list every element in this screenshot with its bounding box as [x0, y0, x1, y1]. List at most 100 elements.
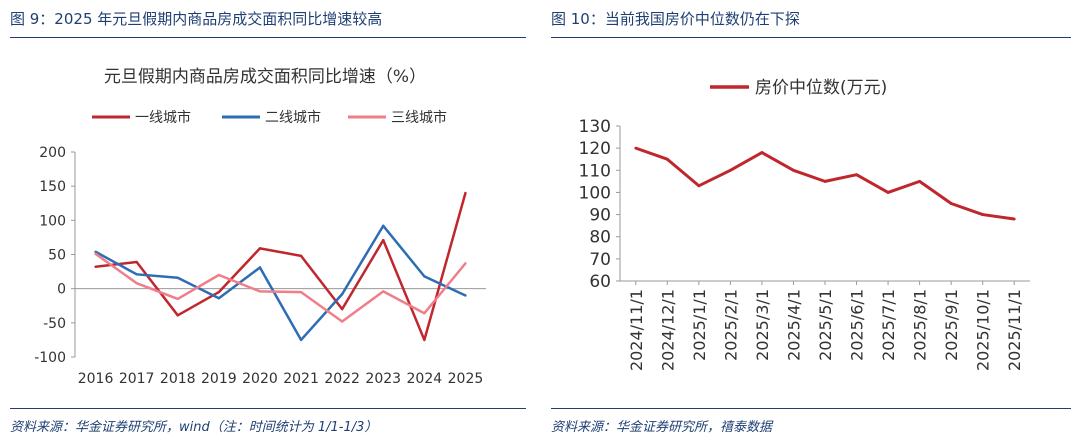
right-data-point: [886, 191, 890, 194]
right-y-tick-label: 90: [589, 206, 611, 226]
left-x-axis: 2016 2017 2018 2019 2020 2021 2022 2023 2024 2025: [75, 288, 486, 387]
right-x-tick-label: 2025/3/1: [753, 289, 772, 361]
left-chart: 元旦假期内商品房成交面积同比增速（%） 一线城市 二线城市 三线城市 -100 -50…: [34, 67, 486, 387]
right-x-tick-label: 2025/9/1: [942, 289, 961, 361]
right-x-tick-label: 2024/11/1: [627, 289, 646, 371]
right-title-rule: [551, 37, 1071, 38]
left-data-point: [258, 290, 262, 293]
left-data-point: [464, 294, 467, 297]
left-data-point: [464, 262, 467, 265]
left-data-point: [464, 191, 467, 195]
left-chart-title: 元旦假期内商品房成交面积同比增速（%）: [104, 67, 426, 87]
left-data-point: [176, 276, 179, 279]
right-data-point: [1012, 217, 1016, 221]
right-source-rule: [551, 408, 1071, 409]
right-data-point: [728, 168, 732, 172]
left-legend: 一线城市 二线城市 三线城市: [92, 109, 447, 126]
left-title-rule: [10, 37, 526, 38]
left-data-point: [135, 260, 138, 264]
right-x-tick-label: 2025/7/1: [879, 289, 898, 361]
left-data-point: [340, 320, 344, 323]
left-data-point: [176, 314, 179, 317]
left-data-point: [423, 275, 426, 278]
right-series-lines: [634, 146, 1016, 221]
left-x-tick-label: 2021: [283, 371, 319, 387]
right-y-tick-label: 130: [579, 117, 611, 137]
left-source-note: 资料来源：华金证券研究所，wind（注：时间统计为 1/1-1/3）: [10, 420, 378, 435]
left-x-tick-label: 2025: [448, 371, 484, 387]
right-y-tick-label: 110: [579, 161, 611, 181]
left-y-tick-label: 200: [39, 145, 66, 161]
left-data-point: [94, 250, 97, 253]
left-data-point: [258, 247, 262, 250]
left-y-tick-label: -100: [34, 350, 66, 366]
left-data-point: [423, 338, 426, 342]
left-series-line: [94, 252, 467, 323]
left-x-tick-label: 2016: [78, 371, 114, 387]
right-source-note: 资料来源：华金证券研究所，禧泰数据: [551, 420, 773, 435]
left-data-point: [423, 312, 426, 315]
right-x-tick-label: 2025/8/1: [911, 289, 930, 361]
right-data-point: [665, 157, 669, 161]
left-data-point: [299, 254, 303, 258]
left-data-point: [299, 290, 303, 294]
left-y-axis: -100 -50 0 50 100 150 200: [34, 145, 76, 366]
right-data-point: [981, 213, 985, 216]
left-data-point: [382, 238, 385, 242]
left-x-tick-label: 2017: [119, 371, 155, 387]
left-data-point: [382, 290, 385, 293]
right-data-point: [634, 146, 638, 150]
left-x-tick-label: 2023: [365, 371, 401, 387]
left-figure-title: 图 9：2025 年元旦假期内商品房成交面积同比增速较高: [10, 10, 383, 28]
right-legend: 房价中位数(万元): [710, 78, 887, 98]
left-y-tick-label: -50: [43, 316, 66, 332]
left-x-tick-label: 2019: [201, 371, 237, 387]
left-series-lines: [94, 191, 467, 342]
left-x-tick-label: 2020: [242, 371, 278, 387]
left-source-rule: [10, 408, 526, 409]
right-data-point: [949, 202, 953, 205]
right-x-tick-label: 2025/1/1: [690, 289, 709, 361]
left-data-point: [94, 265, 97, 268]
left-x-tick-label: 2018: [160, 371, 196, 387]
left-data-point: [299, 338, 303, 342]
left-data-point: [217, 290, 221, 294]
left-data-point: [135, 282, 138, 285]
left-data-point: [176, 297, 179, 301]
right-y-tick-label: 60: [589, 272, 611, 292]
left-y-tick-label: 100: [39, 213, 66, 229]
right-x-tick-label: 2025/10/1: [974, 289, 993, 371]
left-data-point: [94, 252, 97, 256]
right-legend-label: 房价中位数(万元): [755, 78, 887, 98]
right-data-point: [823, 179, 827, 183]
right-data-point: [697, 184, 701, 188]
left-data-point: [340, 292, 344, 296]
right-figure-title: 图 10：当前我国房价中位数仍在下探: [551, 10, 800, 28]
left-data-point: [135, 273, 138, 276]
left-legend-label: 三线城市: [391, 109, 447, 126]
left-legend-label: 二线城市: [265, 109, 321, 126]
right-x-tick-label: 2025/5/1: [816, 289, 835, 361]
right-data-point: [918, 179, 922, 183]
left-data-point: [382, 224, 385, 227]
left-x-tick-label: 2024: [407, 371, 443, 387]
right-data-point: [792, 168, 795, 172]
right-x-axis: 2024/11/1 2024/12/1 2025/1/1 2025/2/1 2025/3…: [620, 280, 1030, 371]
right-data-point: [855, 173, 858, 177]
left-y-tick-label: 0: [57, 282, 66, 298]
right-y-tick-label: 80: [589, 228, 611, 248]
right-y-tick-label: 100: [579, 183, 611, 203]
right-x-tick-label: 2025/4/1: [784, 289, 803, 361]
left-legend-label: 一线城市: [135, 109, 191, 126]
left-series-line: [94, 224, 466, 342]
right-x-tick-label: 2025/11/1: [1005, 289, 1024, 371]
right-x-tick-label: 2024/12/1: [658, 289, 677, 371]
left-series-line: [95, 192, 467, 342]
left-y-tick-label: 50: [48, 248, 66, 264]
left-y-tick-label: 150: [39, 179, 66, 195]
right-data-point: [760, 151, 764, 154]
left-data-point: [258, 266, 262, 269]
left-data-point: [217, 273, 221, 277]
